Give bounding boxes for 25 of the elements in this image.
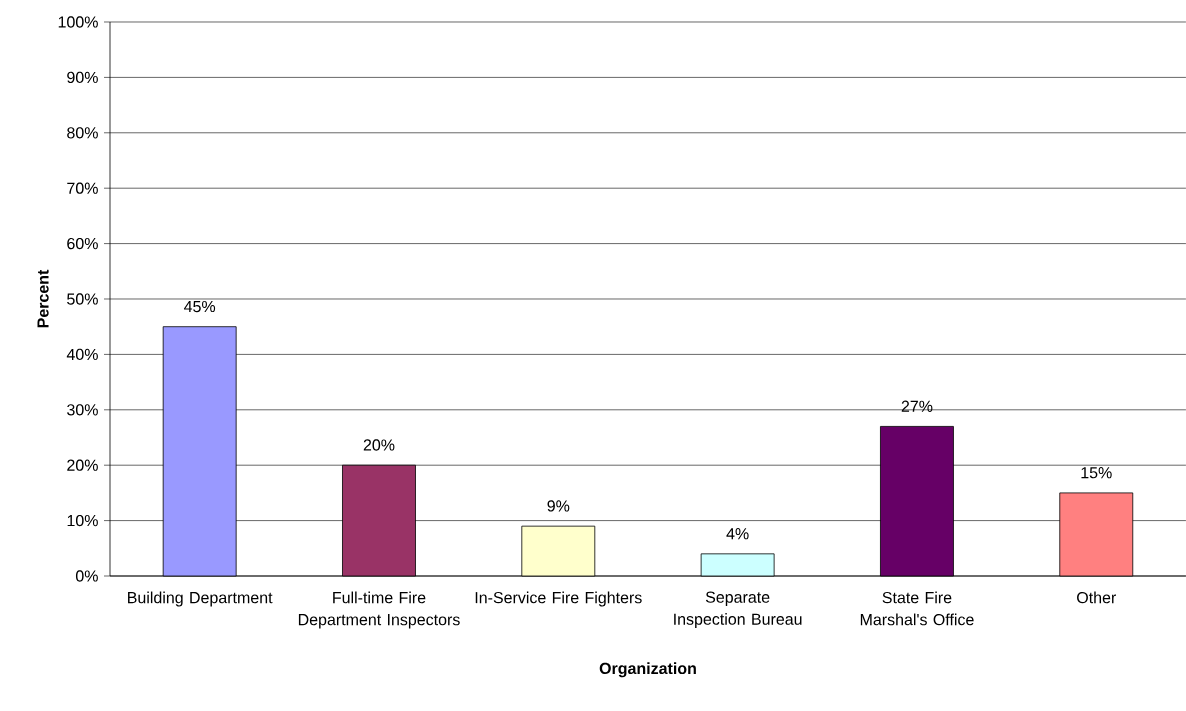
y-tick-label: 50% xyxy=(67,293,98,305)
data-label: 9% xyxy=(547,500,570,512)
y-tick-label: 60% xyxy=(67,237,98,250)
x-tick-label: Separate Inspection Bureau xyxy=(674,591,802,629)
data-label: 20% xyxy=(363,439,395,451)
data-label: 15% xyxy=(1081,467,1112,479)
y-tick-label: 100% xyxy=(58,16,98,28)
data-label: 45% xyxy=(184,300,216,313)
x-axis-title: Organization xyxy=(599,662,696,678)
x-tick-label: In-Service Fire Fighters xyxy=(475,591,642,607)
x-tick-label: State Fire Marshal's Office xyxy=(860,591,974,626)
data-label: 27% xyxy=(901,400,933,412)
x-tick-label: Full-time Fire Department Inspectors xyxy=(298,591,460,629)
y-tick-label: 40% xyxy=(66,348,98,361)
y-tick-label: 10% xyxy=(67,514,98,527)
data-label: 4% xyxy=(726,528,749,540)
y-tick-label: 70% xyxy=(67,182,98,194)
y-tick-label: 80% xyxy=(67,127,98,139)
x-tick-label: Other xyxy=(1077,591,1117,604)
y-tick-label: 90% xyxy=(67,71,98,84)
y-tick-label: 30% xyxy=(67,404,98,416)
y-tick-label: 20% xyxy=(67,459,98,471)
x-tick-label: Building Department xyxy=(128,591,273,607)
y-axis-title: Percent xyxy=(37,269,49,328)
y-tick-label: 0% xyxy=(75,570,98,582)
